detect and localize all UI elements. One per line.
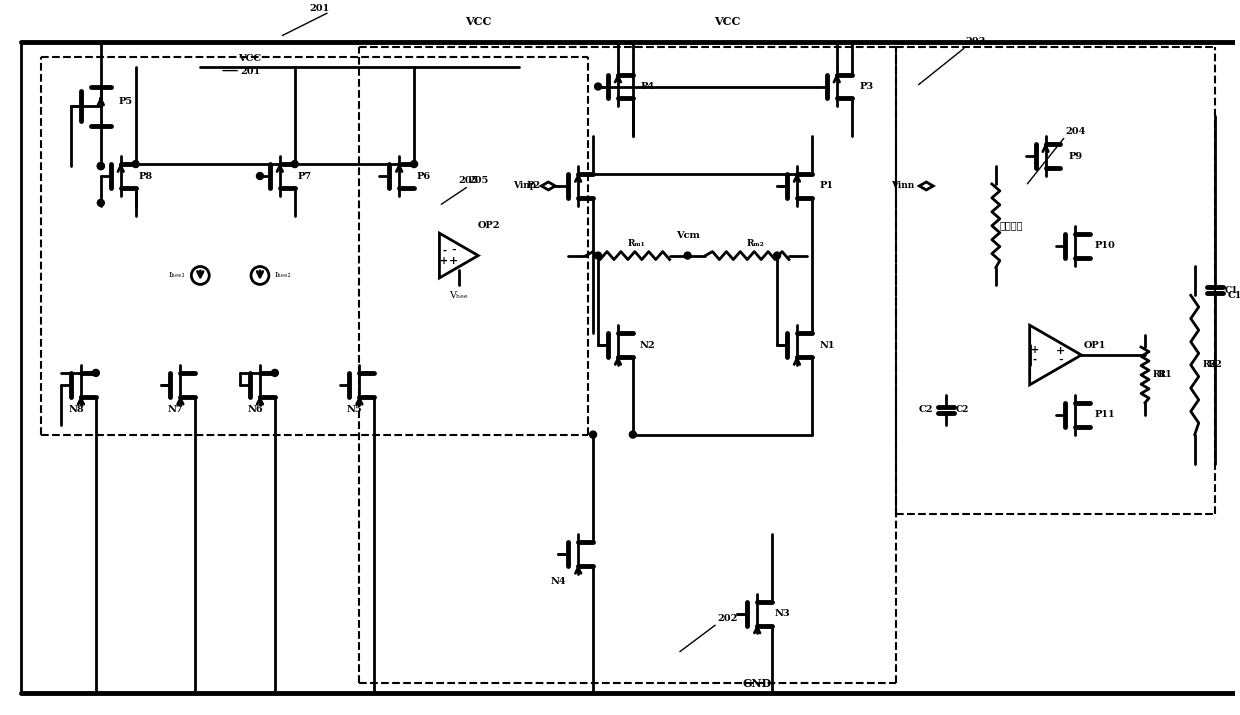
Text: P7: P7	[298, 172, 311, 180]
Circle shape	[98, 162, 104, 169]
Text: C2: C2	[956, 405, 970, 414]
Text: P11: P11	[1095, 410, 1116, 419]
Text: +: +	[440, 255, 449, 265]
Text: Iₕₑₑ₁: Iₕₑₑ₁	[169, 272, 185, 280]
Text: 202: 202	[717, 614, 738, 623]
Text: N7: N7	[167, 405, 184, 414]
Text: N1: N1	[820, 340, 835, 350]
Text: R2: R2	[1203, 360, 1216, 370]
Text: N6: N6	[247, 405, 263, 414]
Text: N5: N5	[347, 405, 362, 414]
Text: 205: 205	[459, 177, 479, 185]
Circle shape	[98, 199, 104, 207]
Text: R2: R2	[1208, 360, 1223, 370]
Text: Vinn: Vinn	[892, 182, 914, 190]
Text: P10: P10	[1095, 241, 1116, 250]
Text: C2: C2	[919, 405, 934, 414]
Circle shape	[93, 370, 99, 376]
Text: C1: C1	[1228, 291, 1240, 300]
Text: P9: P9	[1069, 152, 1083, 161]
Text: Vₕₑₑ: Vₕₑₑ	[449, 291, 469, 300]
Text: Rₘ₁: Rₘ₁	[627, 239, 645, 247]
Text: 终端电阱: 终端电阱	[999, 221, 1023, 230]
Text: VCC: VCC	[714, 16, 740, 27]
Circle shape	[595, 252, 601, 259]
Text: +: +	[1056, 345, 1065, 355]
Text: N4: N4	[551, 577, 567, 586]
Circle shape	[257, 172, 263, 179]
Circle shape	[595, 83, 601, 90]
Text: VCC: VCC	[465, 16, 492, 27]
Text: C1: C1	[1225, 286, 1238, 295]
Text: +: +	[449, 255, 459, 266]
Text: 203: 203	[966, 37, 986, 46]
Circle shape	[589, 431, 596, 438]
Text: N2: N2	[640, 340, 656, 350]
Circle shape	[410, 161, 418, 167]
Text: Vcm: Vcm	[676, 231, 699, 240]
Circle shape	[98, 162, 104, 169]
Text: VCC: VCC	[238, 54, 262, 63]
Text: -: -	[451, 245, 456, 256]
Text: -: -	[1033, 355, 1037, 365]
Text: P1: P1	[820, 182, 833, 190]
Text: 204: 204	[1065, 127, 1085, 136]
Circle shape	[630, 431, 636, 438]
Text: GND: GND	[743, 678, 771, 689]
Text: Rₘ₂: Rₘ₂	[746, 239, 764, 247]
Text: Vinp: Vinp	[513, 182, 537, 190]
Text: 205: 205	[469, 177, 489, 185]
Text: P6: P6	[417, 172, 432, 180]
Text: R1: R1	[1157, 370, 1172, 380]
Circle shape	[774, 252, 780, 259]
Text: OP1: OP1	[1084, 340, 1106, 350]
Text: 201: 201	[310, 4, 330, 14]
Text: P8: P8	[139, 172, 153, 180]
Circle shape	[684, 252, 691, 259]
Circle shape	[272, 370, 278, 376]
Text: P2: P2	[526, 182, 541, 190]
Text: N3: N3	[774, 609, 790, 618]
Text: Iₕₑₑ₂: Iₕₑₑ₂	[275, 272, 291, 280]
Text: 201: 201	[239, 67, 260, 76]
Text: P3: P3	[859, 82, 874, 91]
Text: P5: P5	[119, 97, 133, 106]
Text: -: -	[443, 245, 446, 255]
Text: R1: R1	[1153, 370, 1167, 380]
Text: OP2: OP2	[477, 221, 500, 230]
Text: +: +	[1030, 345, 1039, 355]
Text: N8: N8	[68, 405, 84, 414]
Text: P4: P4	[641, 82, 655, 91]
Text: -: -	[1058, 355, 1063, 365]
Circle shape	[291, 161, 299, 167]
Circle shape	[133, 161, 139, 167]
